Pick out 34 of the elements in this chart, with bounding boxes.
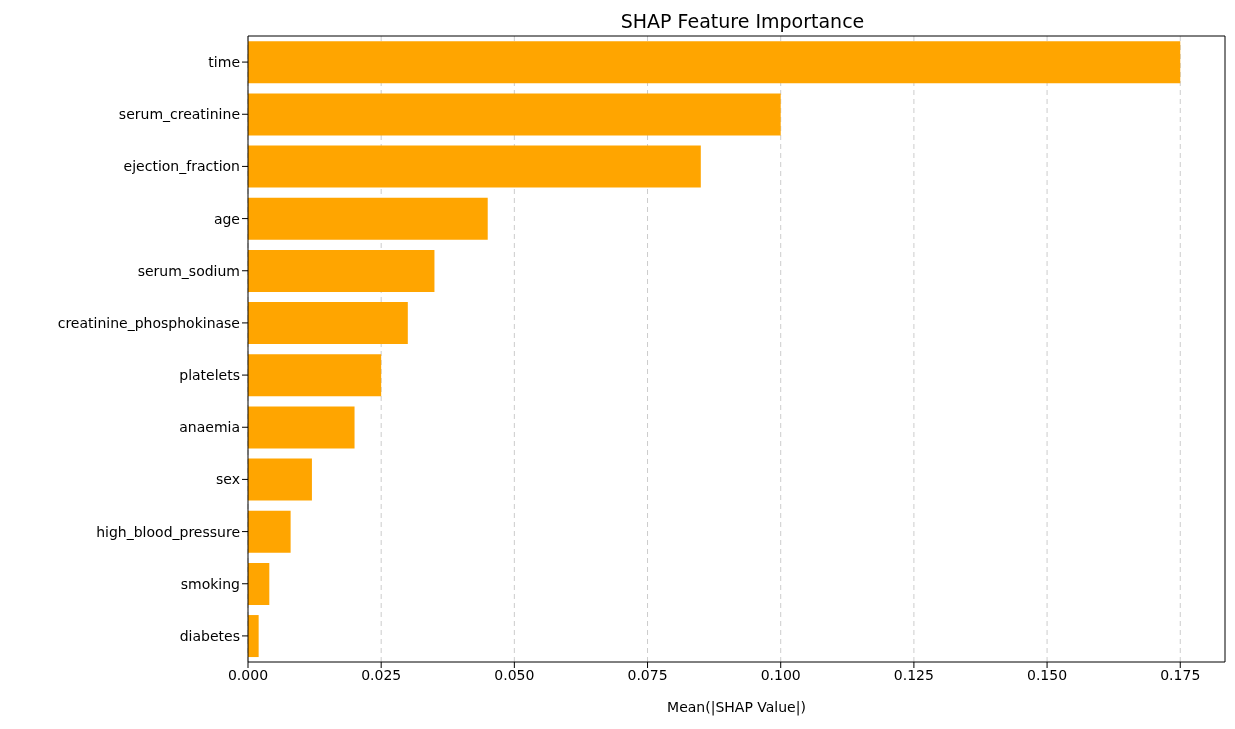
bar — [248, 93, 781, 136]
x-tick-label: 0.150 — [1027, 666, 1068, 683]
y-tick-label: time — [208, 54, 240, 71]
y-tick-label: serum_creatinine — [118, 106, 240, 123]
bar — [248, 145, 701, 188]
y-tick-label: age — [213, 210, 240, 227]
bar — [248, 458, 312, 501]
bar — [248, 562, 270, 605]
x-tick-label: 0.075 — [627, 666, 668, 683]
bar — [248, 249, 435, 292]
bar — [248, 510, 291, 553]
x-tick-label: 0.025 — [361, 666, 402, 683]
y-tick-label: ejection_fraction — [123, 158, 240, 175]
y-tick-label: sex — [216, 471, 240, 488]
y-tick-label: platelets — [179, 367, 240, 384]
bar — [248, 197, 488, 240]
bar — [248, 302, 408, 345]
x-tick-label: 0.100 — [760, 666, 801, 683]
x-axis-title: Mean(|SHAP Value|) — [667, 699, 806, 716]
y-tick-label: serum_sodium — [137, 262, 240, 279]
bar — [248, 354, 382, 397]
y-tick-label: diabetes — [179, 627, 240, 644]
x-tick-label: 0.125 — [893, 666, 934, 683]
x-tick-label: 0.175 — [1160, 666, 1201, 683]
bar — [248, 615, 259, 658]
bar — [248, 41, 1181, 84]
chart-title: SHAP Feature Importance — [619, 9, 866, 34]
y-tick-label: creatinine_phosphokinase — [57, 314, 240, 331]
y-tick-label: smoking — [180, 575, 240, 592]
x-tick-label: 0.050 — [494, 666, 535, 683]
y-tick-label: anaemia — [179, 419, 240, 436]
bar — [248, 406, 355, 449]
y-tick-label: high_blood_pressure — [96, 523, 240, 540]
x-tick-label: 0.000 — [227, 666, 269, 683]
